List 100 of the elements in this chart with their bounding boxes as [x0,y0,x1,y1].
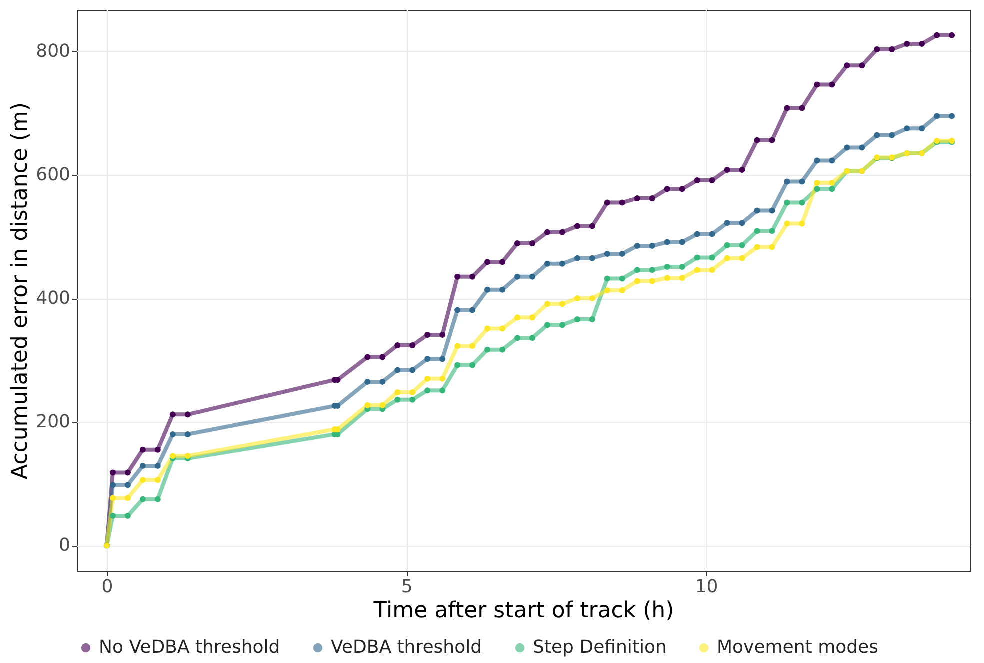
point [769,228,776,234]
point [364,354,371,360]
point [154,477,161,484]
point [874,132,880,138]
point [904,40,910,47]
point [470,362,476,368]
point [844,62,850,69]
point [559,322,566,328]
point [544,322,550,328]
point [814,158,820,164]
point [799,200,806,206]
point [634,278,640,284]
point [619,200,626,206]
point [454,362,461,368]
point [170,431,176,438]
y-tick-label: 200 [36,412,70,433]
point [484,326,491,332]
point [799,105,806,112]
point [709,267,716,274]
point [634,243,640,250]
point [619,276,626,282]
point [424,376,431,382]
point [380,378,386,385]
point [394,396,401,403]
point [739,220,746,226]
point [410,367,416,374]
point [934,32,940,38]
point [454,307,461,314]
point [154,462,161,469]
point [829,186,836,192]
point [679,264,686,270]
point [814,82,820,88]
point [769,208,776,214]
point [380,354,386,360]
point [500,326,506,332]
legend-label: VeDBA threshold [331,637,482,658]
point [589,296,596,302]
point [754,228,760,234]
point [754,208,760,214]
point [904,126,910,132]
legend-label: Movement modes [717,637,878,658]
point [140,496,146,502]
point [380,402,386,408]
point [649,243,656,250]
point [440,376,446,382]
point [604,276,610,282]
point [154,496,161,502]
point [514,274,521,280]
point [454,343,461,350]
point [619,288,626,294]
point [559,301,566,308]
point [889,46,896,53]
point [664,275,670,282]
point [544,301,550,308]
point [604,288,610,294]
point [604,251,610,258]
point [634,267,640,274]
point [514,314,521,321]
point [424,388,431,394]
point [694,231,700,238]
point [544,229,550,236]
point [110,470,116,476]
point [424,356,431,362]
point [664,264,670,270]
point [649,278,656,284]
point [814,186,820,192]
point [604,200,610,206]
point [154,446,161,453]
point [124,495,131,502]
point [664,239,670,246]
point [124,470,131,476]
point [394,367,401,374]
point [919,40,926,47]
point [110,495,116,502]
point [170,412,176,418]
point [829,180,836,186]
point [124,482,131,488]
point [484,286,491,293]
point [859,62,866,69]
point [694,178,700,184]
point [769,137,776,144]
point [140,477,146,484]
point [589,223,596,230]
x-tick-label: 0 [102,576,114,598]
point [364,378,371,385]
point [769,244,776,250]
point [934,113,940,120]
y-tick-label: 0 [59,535,70,556]
x-tick-label: 10 [695,576,718,598]
point [649,195,656,202]
x-tick-label: 5 [401,576,413,598]
point [799,178,806,185]
point [739,255,746,262]
point [784,178,790,185]
point [679,239,686,246]
point [919,126,926,132]
point [440,332,446,338]
point [410,389,416,396]
point [410,396,416,403]
point [514,240,521,247]
